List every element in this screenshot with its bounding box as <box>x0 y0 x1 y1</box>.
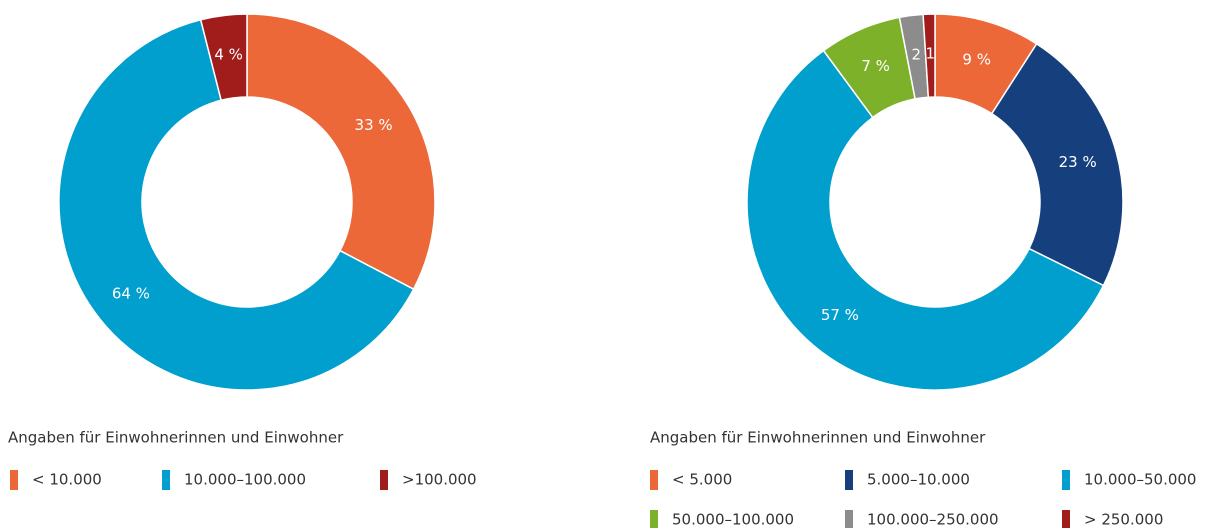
legend-label: >100.000 <box>402 471 477 489</box>
donut-slice <box>746 49 1105 391</box>
donut-slice <box>58 18 415 391</box>
legend-label: > 250.000 <box>1084 511 1163 528</box>
legend-swatch <box>1062 470 1070 490</box>
legend-note: Angaben für Einwohnerinnen und Einwohner <box>650 429 986 447</box>
legend-label: < 10.000 <box>32 471 102 489</box>
data-label: 4 % <box>214 46 243 64</box>
donut-slice <box>246 13 436 291</box>
data-label: 57 % <box>821 306 859 324</box>
legend-swatch <box>1062 510 1070 528</box>
legend-label: 10.000–50.000 <box>1084 471 1196 489</box>
legend-label: < 5.000 <box>672 471 732 489</box>
legend-swatch <box>650 510 658 528</box>
legend-swatch <box>650 470 658 490</box>
data-label: 1 <box>926 45 936 63</box>
data-label: 64 % <box>112 284 150 302</box>
legend-label: 50.000–100.000 <box>672 511 794 528</box>
legend-swatch <box>380 470 388 490</box>
data-label: 9 % <box>962 50 991 68</box>
legend-swatch <box>162 470 170 490</box>
data-label: 2 <box>911 46 921 64</box>
legend-label: 10.000–100.000 <box>184 471 306 489</box>
legend-swatch <box>10 470 18 490</box>
donut-slice <box>199 13 248 102</box>
legend-label: 5.000–10.000 <box>867 471 970 489</box>
data-label: 7 % <box>861 57 890 75</box>
data-label: 33 % <box>355 116 393 134</box>
legend-label: 100.000–250.000 <box>867 511 999 528</box>
donut-slice <box>922 13 936 99</box>
donut-slice <box>990 42 1124 287</box>
legend-swatch <box>845 470 853 490</box>
legend-note: Angaben für Einwohnerinnen und Einwohner <box>8 429 344 447</box>
data-label: 23 % <box>1059 153 1097 171</box>
legend-swatch <box>845 510 853 528</box>
